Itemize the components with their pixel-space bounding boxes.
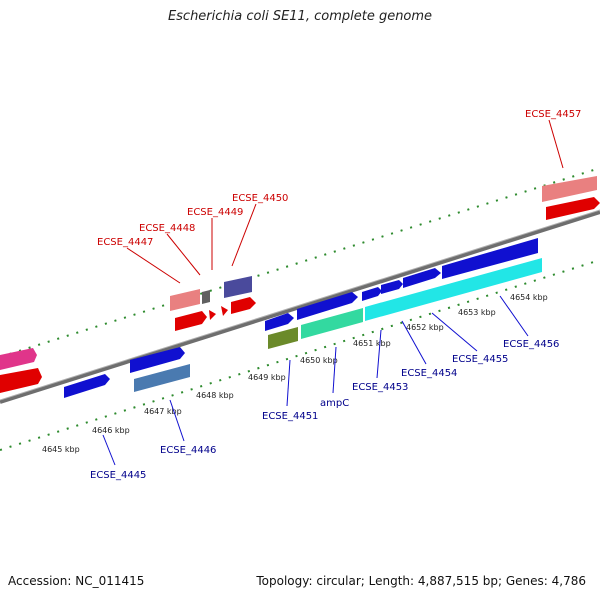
scale-label: 4652 kbp	[406, 323, 444, 332]
gene-feature[interactable]	[224, 276, 252, 298]
gene-feature[interactable]	[64, 374, 110, 398]
gene-feature[interactable]	[202, 290, 210, 304]
gene-label-ecse-4449[interactable]: ECSE_4449	[187, 207, 243, 218]
scale-label: 4646 kbp	[92, 426, 130, 435]
gene-label-ecse-4448[interactable]: ECSE_4448	[139, 223, 195, 234]
gene-feature[interactable]	[297, 292, 358, 320]
gene-label-ecse-4455[interactable]: ECSE_4455	[452, 354, 508, 365]
gene-label-ecse-4457[interactable]: ECSE_4457	[525, 109, 581, 120]
gene-feature[interactable]	[134, 364, 190, 392]
scale-label: 4654 kbp	[510, 293, 548, 302]
gene-feature[interactable]	[175, 311, 207, 331]
gene-feature[interactable]	[365, 258, 542, 321]
gene-feature[interactable]	[0, 368, 42, 393]
gene-feature[interactable]	[231, 297, 256, 314]
gene-feature[interactable]	[221, 306, 228, 316]
gene-label-ecse-4456[interactable]: ECSE_4456	[503, 339, 559, 350]
gene-label-ecse-4450[interactable]: ECSE_4450	[232, 193, 288, 204]
gene-feature[interactable]	[542, 176, 597, 202]
scale-label: 4649 kbp	[248, 373, 286, 382]
gene-feature[interactable]	[381, 280, 403, 294]
scale-label: 4653 kbp	[458, 308, 496, 317]
upper-tick-track	[0, 167, 600, 358]
gene-label-ecse-4446[interactable]: ECSE_4446	[160, 445, 216, 456]
genome-backbone	[0, 210, 600, 404]
scale-label: 4645 kbp	[42, 445, 80, 454]
gene-label-ecse-4453[interactable]: ECSE_4453	[352, 382, 408, 393]
gene-feature[interactable]	[130, 347, 185, 373]
accession-text: Accession: NC_011415	[8, 574, 145, 588]
gene-feature[interactable]	[268, 327, 298, 349]
gene-label-ecse-4447[interactable]: ECSE_4447	[97, 237, 153, 248]
gene-feature[interactable]	[442, 238, 538, 279]
gene-label-ecse-4445[interactable]: ECSE_4445	[90, 470, 146, 481]
gene-feature[interactable]	[170, 289, 200, 311]
bottom-leader-lines	[102, 295, 529, 466]
gene-feature[interactable]	[0, 348, 37, 370]
map-title: Escherichia coli SE11, complete genome	[167, 9, 433, 24]
gene-feature[interactable]	[209, 310, 216, 320]
scale-labels: 4645 kbp 4646 kbp 4647 kbp 4648 kbp 4649…	[42, 293, 548, 454]
genome-summary-text: Topology: circular; Length: 4,887,515 bp…	[256, 574, 586, 588]
gene-feature[interactable]	[265, 313, 294, 331]
scale-label: 4648 kbp	[196, 391, 234, 400]
gene-label-ecse-4451[interactable]: ECSE_4451	[262, 411, 318, 422]
top-leader-lines	[126, 119, 564, 284]
gene-label-ecse-4454[interactable]: ECSE_4454	[401, 368, 457, 379]
gene-feature[interactable]	[403, 268, 441, 288]
scale-label: 4647 kbp	[144, 407, 182, 416]
gene-feature[interactable]	[546, 197, 600, 220]
scale-label: 4651 kbp	[353, 339, 391, 348]
gene-label-ampc[interactable]: ampC	[320, 398, 349, 409]
gene-feature[interactable]	[362, 287, 382, 301]
gene-feature[interactable]	[301, 308, 363, 339]
scale-label: 4650 kbp	[300, 356, 338, 365]
